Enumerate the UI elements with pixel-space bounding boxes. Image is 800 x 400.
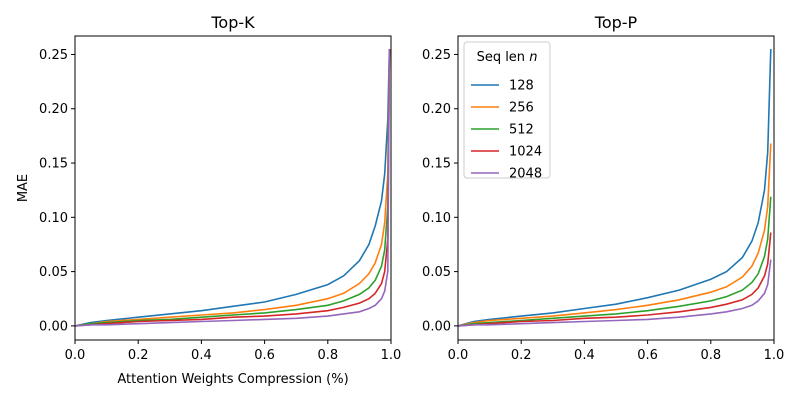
y-tick-label: 0.10 <box>39 211 68 226</box>
series-line-512 <box>457 196 772 327</box>
legend-entry-1024: 1024 <box>509 145 542 160</box>
x-tick-label: 0.6 <box>254 348 275 363</box>
x-tick-label: 0.2 <box>511 348 532 363</box>
y-tick-label: 0.05 <box>39 265 68 280</box>
y-tick-label: 0.25 <box>422 48 451 63</box>
x-tick-label: 0.8 <box>700 348 721 363</box>
legend-entry-256: 256 <box>509 101 534 116</box>
chart-title: Top-K <box>210 13 255 32</box>
y-axis-label: MAE <box>16 174 31 202</box>
legend-entry-128: 128 <box>509 79 534 94</box>
legend-entry-2048: 2048 <box>509 167 542 182</box>
series-line-512 <box>74 48 391 327</box>
plot-frame <box>457 35 775 341</box>
y-tick-label: 0.10 <box>422 211 451 226</box>
series-line-2048 <box>74 48 391 327</box>
y-tick-label: 0.15 <box>422 157 451 172</box>
y-tick-label: 0.00 <box>39 319 68 334</box>
x-tick-label: 1.0 <box>381 348 402 363</box>
chart-top-k: 0.0 0.2 0.4 0.6 0.8 1.0 0.00 0.05 0.10 0.15 0.20 0.… <box>16 13 401 387</box>
legend-entry-512: 512 <box>509 123 534 138</box>
x-tick-label: 0.0 <box>65 348 86 363</box>
x-tick-label: 0.6 <box>637 348 658 363</box>
legend-title: Seq len n <box>477 50 538 65</box>
x-axis-label: Attention Weights Compression (%) <box>117 372 348 387</box>
x-tick-label: 0.4 <box>574 348 595 363</box>
x-tick-label: 0.4 <box>191 348 212 363</box>
series-line-2048 <box>457 259 772 327</box>
plot-frame <box>74 35 392 341</box>
x-tick-label: 0.2 <box>128 348 149 363</box>
legend: Seq len n 128 256 512 1024 2048 <box>463 41 551 182</box>
y-tick-label: 0.20 <box>39 102 68 117</box>
x-tick-label: 1.0 <box>764 348 785 363</box>
legend-title-var: n <box>529 50 537 65</box>
y-tick-label: 0.25 <box>39 48 68 63</box>
y-tick-label: 0.15 <box>39 157 68 172</box>
chart-top-p: 0.0 0.2 0.4 0.6 0.8 1.0 0.00 0.05 0.10 0.15 0.20 0.… <box>422 13 784 363</box>
y-tick-label: 0.20 <box>422 102 451 117</box>
y-tick-label: 0.05 <box>422 265 451 280</box>
chart-title: Top-P <box>594 13 638 32</box>
series-line-256 <box>457 143 772 327</box>
legend-title-text: Seq len <box>477 50 530 65</box>
x-tick-label: 0.8 <box>317 348 338 363</box>
series-line-128 <box>74 48 391 327</box>
legend-frame <box>463 41 551 179</box>
series-line-1024 <box>74 48 391 327</box>
series-line-1024 <box>457 232 772 327</box>
y-tick-label: 0.00 <box>422 319 451 334</box>
series-line-128 <box>457 48 772 327</box>
series-line-256 <box>74 48 391 327</box>
x-tick-label: 0.0 <box>448 348 469 363</box>
